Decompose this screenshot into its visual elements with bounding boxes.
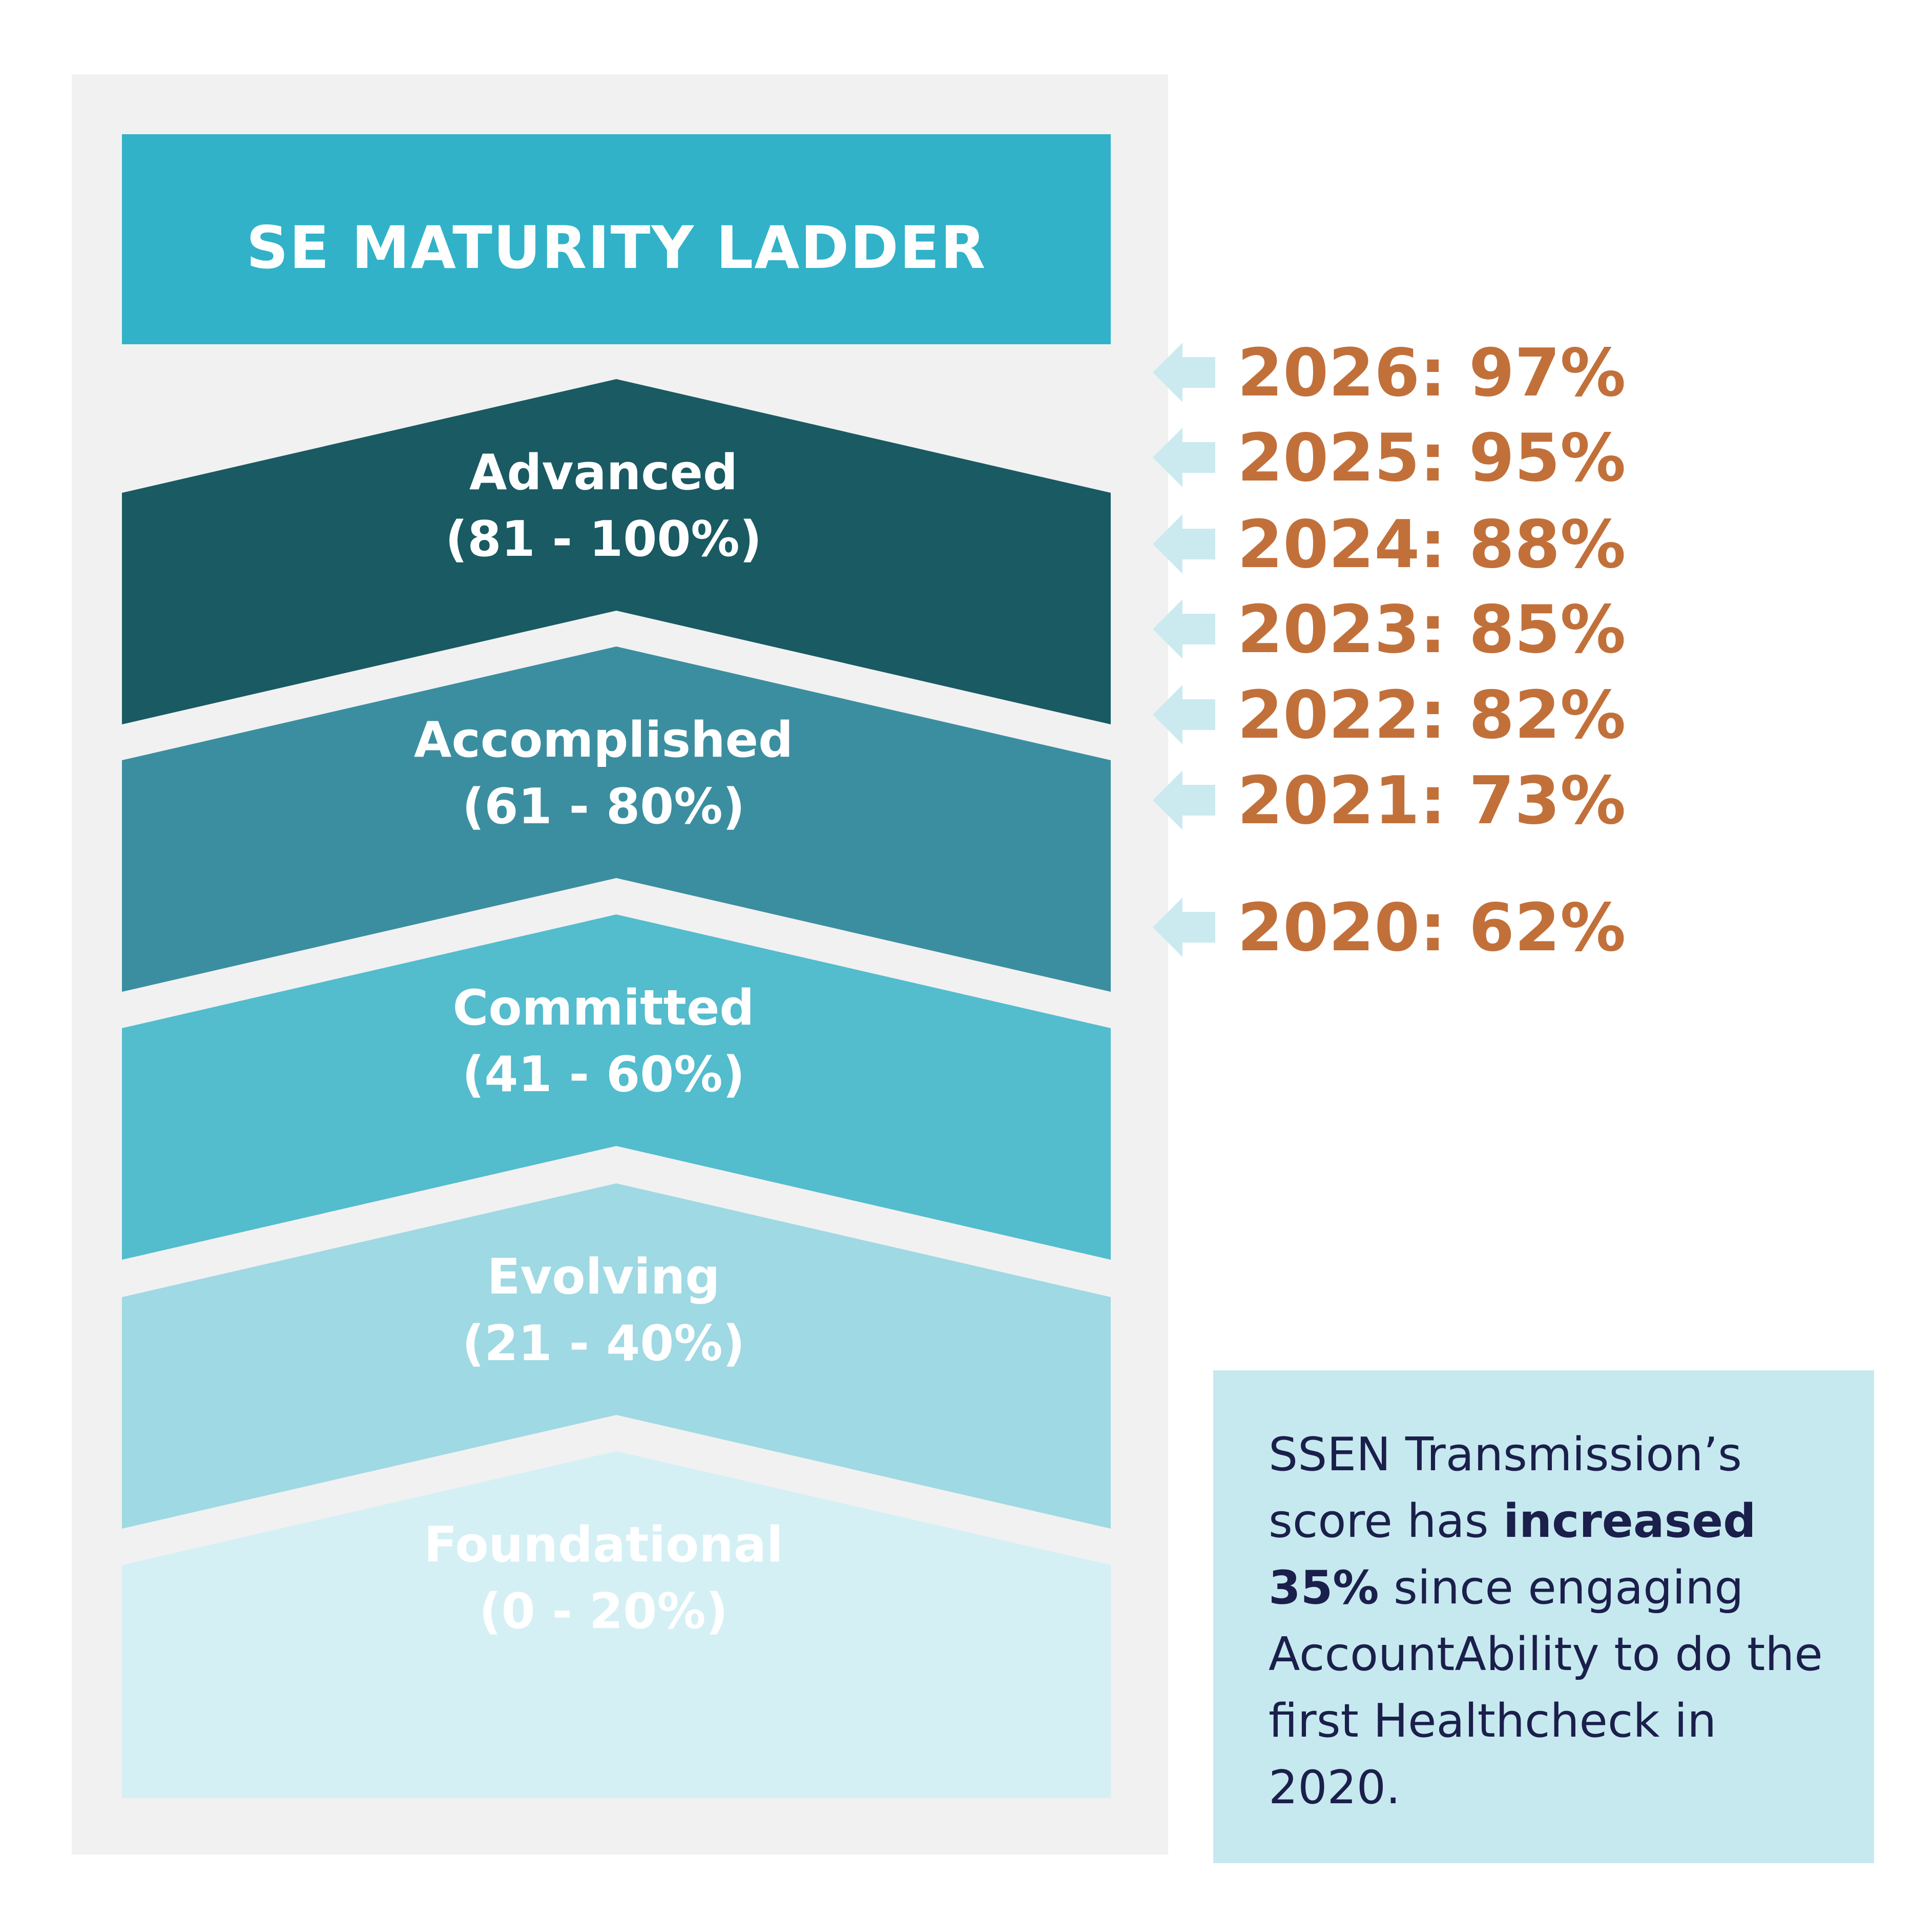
score-label-2022: 2022: 82% (1237, 677, 1626, 754)
score-arrow-2022 (1153, 685, 1215, 744)
level-name-advanced: Advanced (469, 445, 738, 501)
level-range-committed: (41 - 60%) (462, 1047, 745, 1103)
score-arrow-2025 (1153, 428, 1215, 487)
score-arrow-2023 (1153, 599, 1215, 659)
level-chevron-foundational (122, 1451, 1111, 1798)
score-arrow-2024 (1153, 514, 1215, 574)
level-name-foundational: Foundational (424, 1517, 783, 1573)
level-chevron-accomplished (122, 647, 1111, 992)
score-arrow-2026 (1153, 343, 1215, 402)
level-range-advanced: (81 - 100%) (445, 511, 762, 568)
scores-group: 2026: 97% 2025: 95% 2024: 88% 2023: 85% 2022… (1153, 335, 1626, 966)
level-chevron-advanced (122, 379, 1111, 724)
summary-note: SSEN Transmission’s score has increased … (1213, 1370, 1874, 1863)
level-chevron-committed (122, 914, 1111, 1260)
level-range-evolving: (21 - 40%) (462, 1316, 745, 1372)
summary-text-start: SSEN Transmission’s score has (1269, 1428, 1742, 1548)
score-arrow-2020 (1153, 898, 1215, 957)
score-label-2026: 2026: 97% (1237, 335, 1626, 411)
score-label-2021: 2021: 73% (1237, 763, 1626, 839)
summary-text-end: since engaging AccountAbility to do the … (1269, 1561, 1823, 1815)
title-banner (122, 134, 1111, 344)
ladder-title: SE MATURITY LADDER (246, 214, 987, 282)
levels-group: Advanced (81 - 100%) Accomplished (61 - 80%… (122, 379, 1111, 1798)
score-label-2020: 2020: 62% (1237, 890, 1626, 966)
level-name-committed: Committed (453, 980, 755, 1036)
score-arrow-2021 (1153, 770, 1215, 830)
level-range-accomplished: (61 - 80%) (462, 779, 745, 835)
score-label-2024: 2024: 88% (1237, 507, 1626, 583)
level-name-evolving: Evolving (487, 1249, 720, 1305)
level-chevron-evolving (122, 1183, 1111, 1529)
score-label-2025: 2025: 95% (1237, 420, 1626, 496)
level-name-accomplished: Accomplished (414, 712, 793, 768)
score-label-2023: 2023: 85% (1237, 592, 1626, 668)
summary-highlight: increased 35% (1269, 1494, 1756, 1615)
level-range-foundational: (0 - 20%) (479, 1583, 728, 1640)
